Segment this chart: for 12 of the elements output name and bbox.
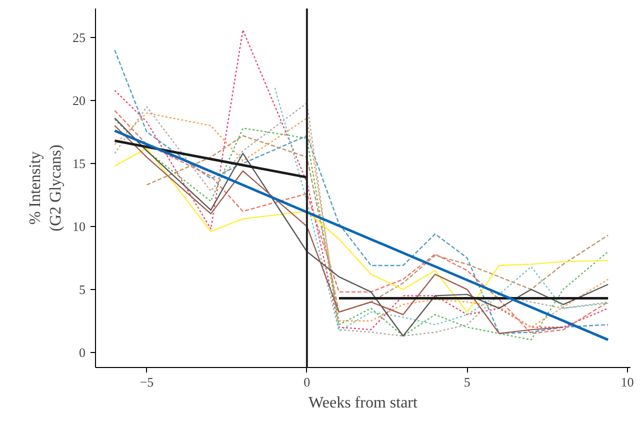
y-tick-label: 5 <box>79 282 86 297</box>
y-tick-label: 20 <box>72 92 86 108</box>
x-tick-label: 0 <box>304 374 310 390</box>
x-tick-label: 10 <box>620 374 634 390</box>
y-tick-label: 15 <box>72 156 86 171</box>
y-tick-label: 10 <box>72 218 86 234</box>
y-tick-label: 25 <box>72 30 86 45</box>
y-axis-title: % Intensity (G2 Glycans) <box>27 144 64 232</box>
x-tick-label: 5 <box>464 374 470 390</box>
x-tick-label: −5 <box>140 374 154 390</box>
y-tick-label: 0 <box>79 344 86 360</box>
x-axis-title: Weeks from start <box>308 394 418 412</box>
